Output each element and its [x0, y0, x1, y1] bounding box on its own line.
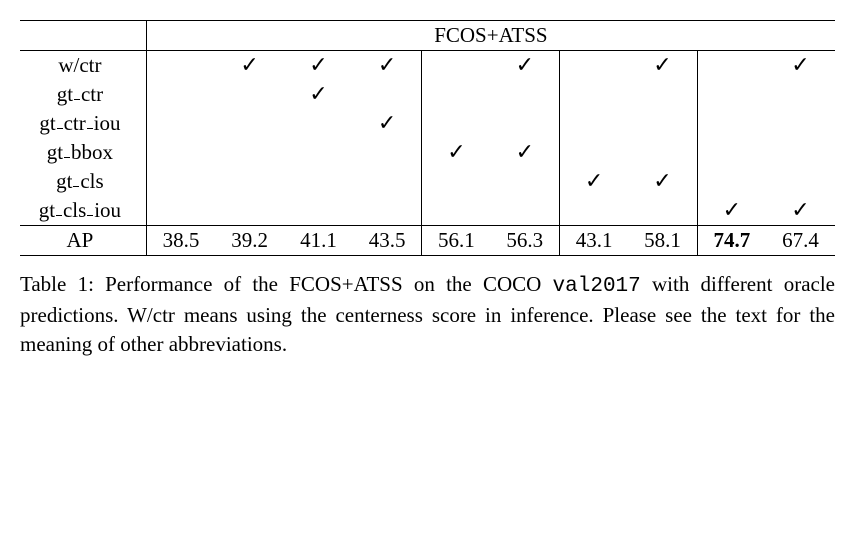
check-cell [215, 196, 284, 226]
check-cell [628, 109, 697, 138]
check-icon: ✓ [309, 52, 327, 77]
check-icon: ✓ [791, 197, 809, 222]
ap-cell: 43.5 [353, 226, 422, 256]
check-cell [628, 196, 697, 226]
check-cell [491, 80, 560, 109]
check-cell [628, 80, 697, 109]
caption-prefix: Table 1: Performance of the FCOS+ATSS on… [20, 272, 553, 296]
check-cell [697, 167, 766, 196]
row-label: w/ctr [20, 51, 146, 81]
check-cell [422, 109, 491, 138]
check-cell [146, 196, 215, 226]
check-cell [697, 109, 766, 138]
results-table: FCOS+ATSSw/ctr ✓ ✓ ✓ ✓ ✓ ✓ gtctr ✓ gtctriou ✓ gtbbo… [20, 20, 835, 256]
check-cell [146, 167, 215, 196]
ap-cell: 67.4 [766, 226, 835, 256]
check-icon: ✓ [585, 168, 603, 193]
check-icon: ✓ [240, 52, 258, 77]
check-icon: ✓ [378, 110, 396, 135]
check-cell: ✓ [215, 51, 284, 81]
check-cell [491, 167, 560, 196]
check-cell: ✓ [422, 138, 491, 167]
check-cell [215, 109, 284, 138]
check-cell: ✓ [353, 109, 422, 138]
check-cell [422, 80, 491, 109]
check-cell [697, 51, 766, 81]
header-empty-cell [20, 21, 146, 51]
table-caption: Table 1: Performance of the FCOS+ATSS on… [20, 270, 835, 358]
ap-cell: 56.1 [422, 226, 491, 256]
check-cell [284, 138, 353, 167]
caption-mono: val2017 [553, 275, 641, 298]
check-cell [766, 167, 835, 196]
check-cell [422, 51, 491, 81]
check-cell [215, 80, 284, 109]
check-cell: ✓ [491, 138, 560, 167]
check-cell: ✓ [559, 167, 628, 196]
check-cell [353, 167, 422, 196]
ap-cell: 74.7 [697, 226, 766, 256]
check-cell: ✓ [284, 51, 353, 81]
check-cell [766, 80, 835, 109]
check-cell [766, 109, 835, 138]
check-icon: ✓ [378, 52, 396, 77]
check-icon: ✓ [447, 139, 465, 164]
check-cell: ✓ [697, 196, 766, 226]
check-cell: ✓ [628, 51, 697, 81]
ap-cell: 38.5 [146, 226, 215, 256]
check-cell: ✓ [284, 80, 353, 109]
header-span: FCOS+ATSS [146, 21, 835, 51]
check-cell [146, 138, 215, 167]
check-cell [215, 138, 284, 167]
check-cell: ✓ [766, 196, 835, 226]
row-label: gtbbox [20, 138, 146, 167]
check-cell [697, 138, 766, 167]
check-cell [559, 51, 628, 81]
check-cell [353, 196, 422, 226]
ap-cell: 41.1 [284, 226, 353, 256]
check-cell [353, 138, 422, 167]
check-cell: ✓ [628, 167, 697, 196]
check-cell [422, 167, 491, 196]
check-icon: ✓ [723, 197, 741, 222]
check-cell [284, 196, 353, 226]
check-cell: ✓ [353, 51, 422, 81]
check-cell [628, 138, 697, 167]
check-cell [284, 109, 353, 138]
row-label: gtctr [20, 80, 146, 109]
check-cell: ✓ [491, 51, 560, 81]
check-cell [215, 167, 284, 196]
ap-label: AP [20, 226, 146, 256]
check-cell [697, 80, 766, 109]
check-cell [491, 196, 560, 226]
check-icon: ✓ [791, 52, 809, 77]
check-cell [146, 80, 215, 109]
ap-cell: 56.3 [491, 226, 560, 256]
check-icon: ✓ [516, 52, 534, 77]
check-cell [353, 80, 422, 109]
ap-cell: 39.2 [215, 226, 284, 256]
check-cell [146, 109, 215, 138]
check-cell [559, 80, 628, 109]
check-cell [422, 196, 491, 226]
check-cell [559, 138, 628, 167]
ap-cell: 58.1 [628, 226, 697, 256]
row-label: gtclsiou [20, 196, 146, 226]
check-cell: ✓ [766, 51, 835, 81]
check-icon: ✓ [309, 81, 327, 106]
check-icon: ✓ [516, 139, 534, 164]
check-cell [559, 196, 628, 226]
check-cell [284, 167, 353, 196]
check-cell [766, 138, 835, 167]
check-cell [146, 51, 215, 81]
row-label: gtctriou [20, 109, 146, 138]
check-icon: ✓ [653, 168, 671, 193]
row-label: gtcls [20, 167, 146, 196]
check-cell [559, 109, 628, 138]
ap-cell: 43.1 [559, 226, 628, 256]
check-cell [491, 109, 560, 138]
check-icon: ✓ [653, 52, 671, 77]
